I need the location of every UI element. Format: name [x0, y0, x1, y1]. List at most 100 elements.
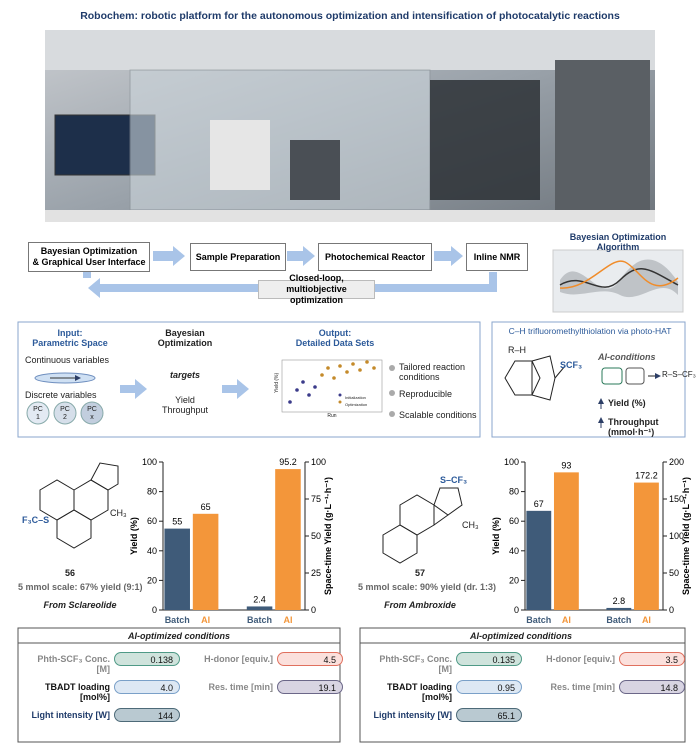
bar — [275, 469, 301, 610]
value-label: 2.8 — [613, 596, 626, 606]
workflow-step: Inline NMR — [466, 243, 528, 271]
condition-label: Res. time [min] — [550, 682, 615, 692]
y-tick-label: 20 — [509, 575, 519, 585]
mini-x-label: Run — [327, 413, 337, 419]
y-tick-label: 60 — [147, 516, 157, 526]
value-label: 55 — [172, 517, 182, 527]
mini-legend: Initialization — [345, 395, 366, 400]
input-text: Continuous variables — [25, 355, 110, 365]
condition-label: Res. time [min] — [208, 682, 273, 692]
bar — [553, 472, 579, 610]
feature: Reproducible — [399, 389, 453, 399]
value-label: 65 — [201, 502, 211, 512]
substrate: R–H — [508, 345, 527, 355]
y2-tick-label: 200 — [669, 457, 684, 467]
methyl: CH₃ — [110, 508, 127, 518]
workflow-step: Photochemical Reactor — [318, 243, 432, 271]
y2-tick-label: 100 — [669, 531, 684, 541]
x-tick-label: Batch — [165, 615, 190, 625]
reagent: SCF₃ — [560, 360, 583, 370]
y2-axis-title: Space-time Yield (g·L⁻¹·h⁻¹) — [323, 477, 333, 595]
y-tick-label: 0 — [152, 605, 157, 615]
conditions-title: AI-optimized conditions — [470, 631, 572, 641]
condition-value: 144 — [114, 708, 180, 722]
output-title: Output: Detailed Data Sets — [295, 328, 375, 349]
bayes-title: Bayesian Optimization — [157, 328, 213, 349]
y2-tick-label: 75 — [311, 494, 321, 504]
workflow-step: Sample Preparation — [190, 243, 286, 271]
y2-axis-title: Space-time Yield (g·L⁻¹·h⁻¹) — [681, 477, 691, 595]
value-label: 93 — [561, 460, 571, 470]
condition-value: 19.1 — [277, 680, 343, 694]
bar — [526, 510, 552, 610]
page-title: Robochem: robotic platform for the auton… — [80, 10, 620, 22]
source: From Sclareolide — [43, 600, 117, 610]
conditions-title: AI-optimized conditions — [128, 631, 230, 641]
y-tick-label: 100 — [504, 457, 519, 467]
workflow-step: Bayesian Optimization & Graphical User I… — [28, 242, 150, 272]
bar — [634, 482, 659, 610]
condition-label: H-donor [equiv.] — [204, 654, 273, 664]
reaction-title: C–H trifluoromethylthiolation via photo-… — [508, 326, 672, 336]
mini-y-label: Yield (%) — [274, 372, 281, 393]
workflow-arrows — [83, 246, 497, 298]
condition-value: 4.5 — [277, 652, 343, 666]
scale: 5 mmol scale: 90% yield (dr. 1:3) — [358, 582, 497, 592]
pc-label: PC 1 — [33, 406, 43, 422]
mini-legend: Optimization — [345, 402, 368, 407]
condition-value: 65.1 — [456, 708, 522, 722]
y-tick-label: 0 — [514, 605, 519, 615]
y-tick-label: 100 — [142, 457, 157, 467]
x-tick-label: AI — [562, 615, 571, 625]
algorithm-plot — [552, 249, 684, 313]
x-tick-label: Batch — [526, 615, 551, 625]
value-label: 172.2 — [635, 471, 658, 481]
y-tick-label: 80 — [147, 487, 157, 497]
panel-arrows — [120, 379, 249, 399]
product: R–S–CF₃ — [662, 370, 696, 379]
y2-tick-label: 0 — [311, 605, 316, 615]
scale: 5 mmol scale: 67% yield (9:1) — [18, 582, 143, 592]
photo — [45, 30, 655, 222]
input-title: Input: Parametric Space — [32, 328, 108, 349]
objectives: Yield Throughput — [161, 395, 209, 416]
x-tick-label: AI — [642, 615, 651, 625]
y-axis-title: Yield (%) — [491, 517, 501, 555]
loop-label: Closed-loop, multiobjective optimization — [258, 273, 375, 305]
condition-label: Light intensity [W] — [31, 710, 111, 720]
molecule-56 — [39, 462, 119, 549]
y2-tick-label: 25 — [311, 568, 321, 578]
reaction-scheme — [504, 355, 661, 428]
methyl: CH₃ — [462, 520, 479, 530]
feature: Tailored reaction conditions — [399, 362, 466, 383]
compound-number: 56 — [64, 568, 75, 578]
molecule-57 — [382, 487, 463, 564]
x-tick-label: Batch — [247, 615, 272, 625]
panel-frame — [17, 321, 481, 438]
value-label: 67 — [534, 499, 544, 509]
condition-value: 0.95 — [456, 680, 522, 694]
bar — [606, 607, 632, 610]
condition-label: Light intensity [W] — [373, 710, 453, 720]
x-tick-label: AI — [201, 615, 210, 625]
y2-tick-label: 50 — [669, 568, 679, 578]
compound-number: 57 — [414, 568, 425, 578]
condition-value: 4.0 — [114, 680, 180, 694]
value-label: 2.4 — [253, 594, 266, 604]
y2-tick-label: 0 — [669, 605, 674, 615]
bar — [192, 513, 219, 610]
source: From Ambroxide — [384, 600, 456, 610]
feature: Scalable conditions — [399, 410, 477, 420]
condition-label: TBADT loading [mol%] — [45, 682, 110, 703]
y2-tick-label: 50 — [311, 531, 321, 541]
algorithm-label: Bayesian Optimization Algorithm — [569, 232, 667, 253]
charts: 0 20 40 60 80 100 0 25 50 75 100 Yield (%) Space-tim… — [129, 457, 691, 625]
condition-label: Phth-SCF₃ Conc. [M] — [379, 654, 452, 675]
y-tick-label: 60 — [509, 516, 519, 526]
y-tick-label: 40 — [509, 546, 519, 556]
goal: Yield (%) — [608, 398, 646, 408]
x-tick-label: Batch — [606, 615, 631, 625]
condition-value: 0.135 — [456, 652, 522, 666]
